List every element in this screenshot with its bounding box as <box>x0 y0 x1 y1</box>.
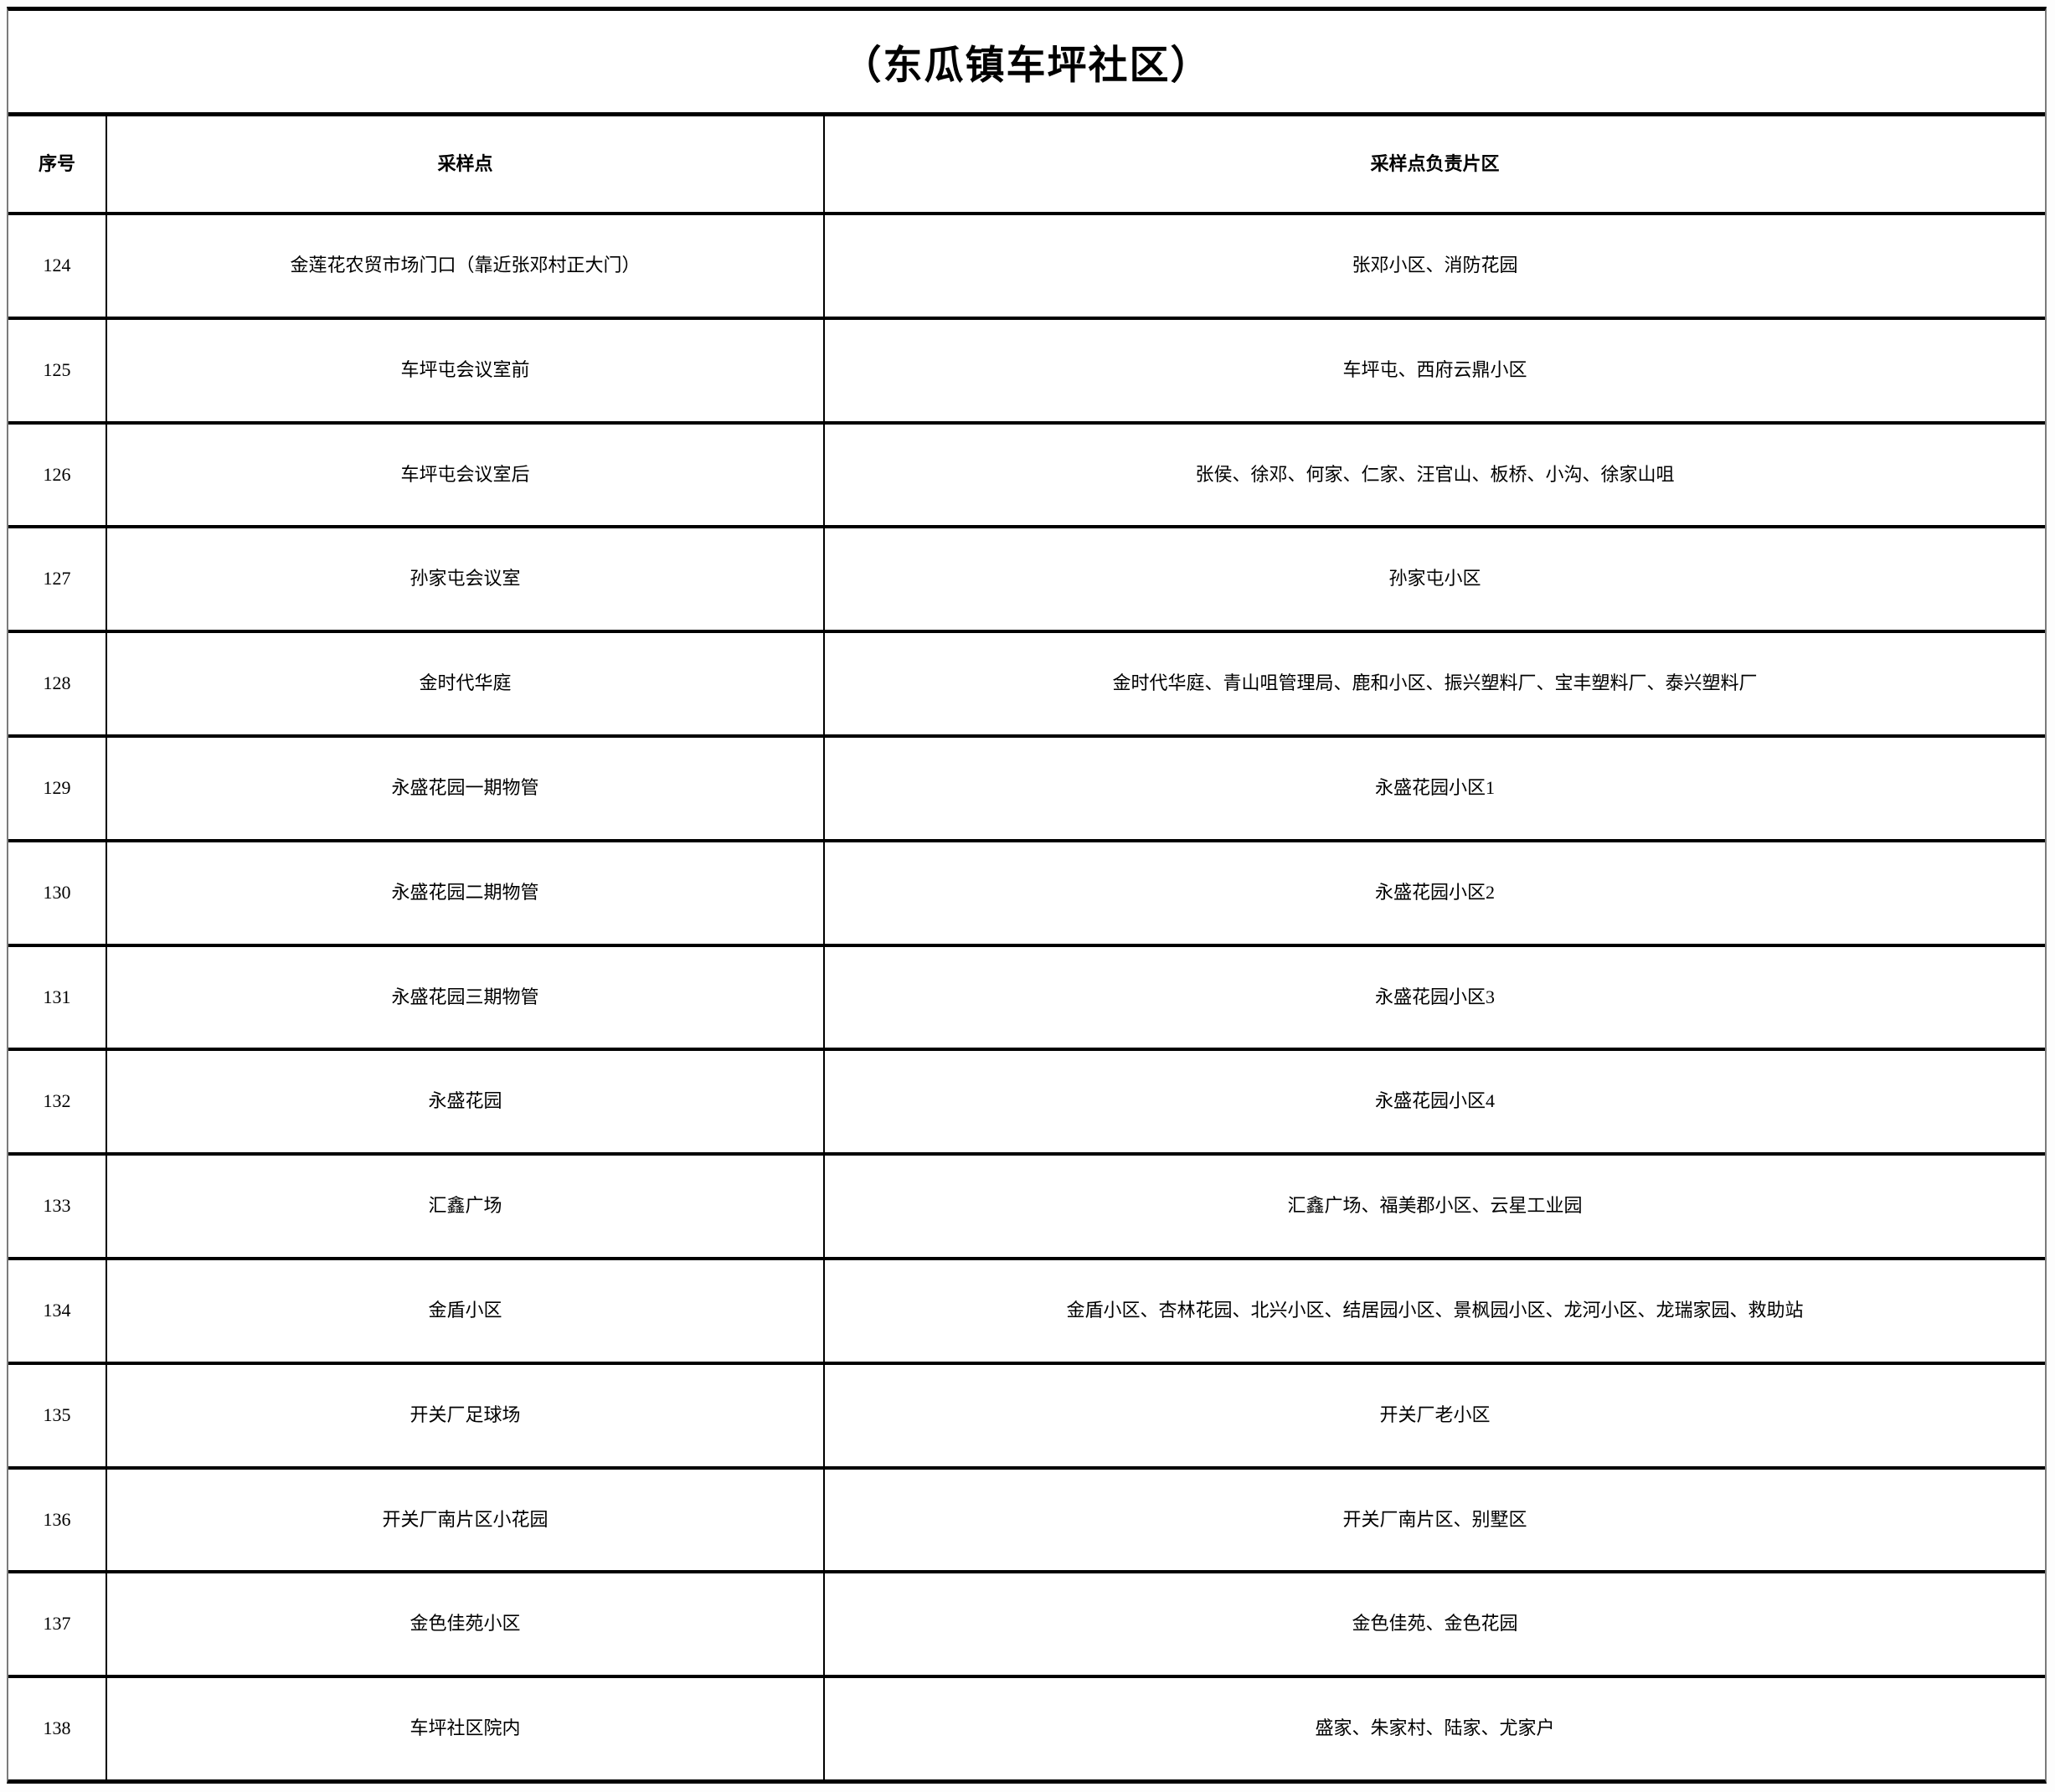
table-row: 138 车坪社区院内 盛家、朱家村、陆家、尤家户 <box>8 1678 2045 1779</box>
row-number-cell: 131 <box>8 946 107 1048</box>
sampling-point-cell: 金莲花农贸市场门口（靠近张邓村正大门） <box>107 215 825 317</box>
responsible-area-cell: 永盛花园小区3 <box>1374 986 1495 1007</box>
column-header-responsible-area: 采样点负责片区 <box>1370 152 1500 174</box>
table-row: 136 开关厂南片区小花园 开关厂南片区、别墅区 <box>8 1469 2045 1574</box>
responsible-area-cell: 车坪屯、西府云鼎小区 <box>1342 358 1527 380</box>
sampling-point-cell: 金色佳苑小区 <box>107 1573 825 1676</box>
row-number-cell: 133 <box>8 1156 107 1257</box>
table-row: 134 金盾小区 金盾小区、杏林花园、北兴小区、结居园小区、景枫园小区、龙河小区… <box>8 1259 2045 1365</box>
table-row: 132 永盛花园 永盛花园小区4 <box>8 1051 2045 1156</box>
row-number-cell: 134 <box>8 1259 107 1362</box>
sampling-point-cell: 车坪屯会议室后 <box>107 424 825 526</box>
responsible-area-cell: 开关厂老小区 <box>1379 1403 1491 1425</box>
table-row: 127 孙家屯会议室 孙家屯小区 <box>8 528 2045 634</box>
sampling-point-cell: 开关厂南片区小花园 <box>107 1469 825 1571</box>
sampling-point-cell: 车坪社区院内 <box>107 1678 825 1779</box>
sampling-point-cell: 开关厂足球场 <box>107 1364 825 1466</box>
row-number-cell: 129 <box>8 737 107 839</box>
sampling-point-cell: 孙家屯会议室 <box>107 528 825 631</box>
table-row: 131 永盛花园三期物管 永盛花园小区3 <box>8 946 2045 1052</box>
responsible-area-cell: 永盛花园小区1 <box>1374 776 1495 798</box>
row-number-cell: 138 <box>8 1678 107 1779</box>
responsible-area-cell: 张邓小区、消防花园 <box>1352 255 1518 275</box>
row-number-cell: 132 <box>8 1051 107 1153</box>
column-header-no: 序号 <box>8 116 107 212</box>
sampling-point-cell: 永盛花园三期物管 <box>107 946 825 1048</box>
sampling-point-cell: 永盛花园一期物管 <box>107 737 825 839</box>
row-number-cell: 130 <box>8 842 107 944</box>
table-row: 124 金莲花农贸市场门口（靠近张邓村正大门） 张邓小区、消防花园 <box>8 215 2045 320</box>
table-header-row: 序号 采样点 采样点负责片区 <box>8 116 2045 215</box>
row-number-cell: 137 <box>8 1573 107 1676</box>
row-number-cell: 128 <box>8 633 107 734</box>
sampling-points-table: （东瓜镇车坪社区） 序号 采样点 采样点负责片区 124 金莲花农贸市场门口（靠… <box>7 7 2047 1784</box>
table-row: 129 永盛花园一期物管 永盛花园小区1 <box>8 737 2045 842</box>
sampling-point-cell: 汇鑫广场 <box>107 1156 825 1257</box>
sampling-point-cell: 车坪屯会议室前 <box>107 319 825 421</box>
responsible-area-cell: 金时代华庭、青山咀管理局、鹿和小区、振兴塑料厂、宝丰塑料厂、泰兴塑料厂 <box>1112 672 1758 694</box>
responsible-area-cell: 开关厂南片区、别墅区 <box>1342 1508 1527 1530</box>
row-number-cell: 135 <box>8 1364 107 1466</box>
responsible-area-cell: 金色佳苑、金色花园 <box>1352 1613 1518 1635</box>
row-number-cell: 125 <box>8 319 107 421</box>
column-header-sampling-point: 采样点 <box>107 116 825 212</box>
row-number-cell: 124 <box>8 215 107 317</box>
row-number-cell: 127 <box>8 528 107 631</box>
sampling-point-cell: 金盾小区 <box>107 1259 825 1362</box>
table-row: 126 车坪屯会议室后 张侯、徐邓、何家、仁家、汪官山、板桥、小沟、徐家山咀 <box>8 424 2045 529</box>
sampling-point-cell: 永盛花园二期物管 <box>107 842 825 944</box>
row-number-cell: 136 <box>8 1469 107 1571</box>
table-row: 125 车坪屯会议室前 车坪屯、西府云鼎小区 <box>8 319 2045 425</box>
table-row: 135 开关厂足球场 开关厂老小区 <box>8 1364 2045 1470</box>
responsible-area-cell: 永盛花园小区4 <box>1374 1090 1495 1112</box>
table-row: 137 金色佳苑小区 金色佳苑、金色花园 <box>8 1573 2045 1679</box>
table-row: 133 汇鑫广场 汇鑫广场、福美郡小区、云星工业园 <box>8 1156 2045 1260</box>
responsible-area-cell: 张侯、徐邓、何家、仁家、汪官山、板桥、小沟、徐家山咀 <box>1195 463 1675 485</box>
row-number-cell: 126 <box>8 424 107 526</box>
responsible-area-cell: 孙家屯小区 <box>1388 568 1481 590</box>
sampling-point-cell: 金时代华庭 <box>107 633 825 734</box>
sampling-point-cell: 永盛花园 <box>107 1051 825 1153</box>
responsible-area-cell: 金盾小区、杏林花园、北兴小区、结居园小区、景枫园小区、龙河小区、龙瑞家园、救助站 <box>1066 1299 1804 1321</box>
table-body: 124 金莲花农贸市场门口（靠近张邓村正大门） 张邓小区、消防花园 125 车坪… <box>8 215 2045 1779</box>
table-row: 128 金时代华庭 金时代华庭、青山咀管理局、鹿和小区、振兴塑料厂、宝丰塑料厂、… <box>8 633 2045 738</box>
responsible-area-cell: 汇鑫广场、福美郡小区、云星工业园 <box>1287 1195 1583 1217</box>
responsible-area-cell: 盛家、朱家村、陆家、尤家户 <box>1315 1717 1555 1739</box>
responsible-area-cell: 永盛花园小区2 <box>1374 881 1495 903</box>
page-title: （东瓜镇车坪社区） <box>8 11 2045 116</box>
table-row: 130 永盛花园二期物管 永盛花园小区2 <box>8 842 2045 947</box>
